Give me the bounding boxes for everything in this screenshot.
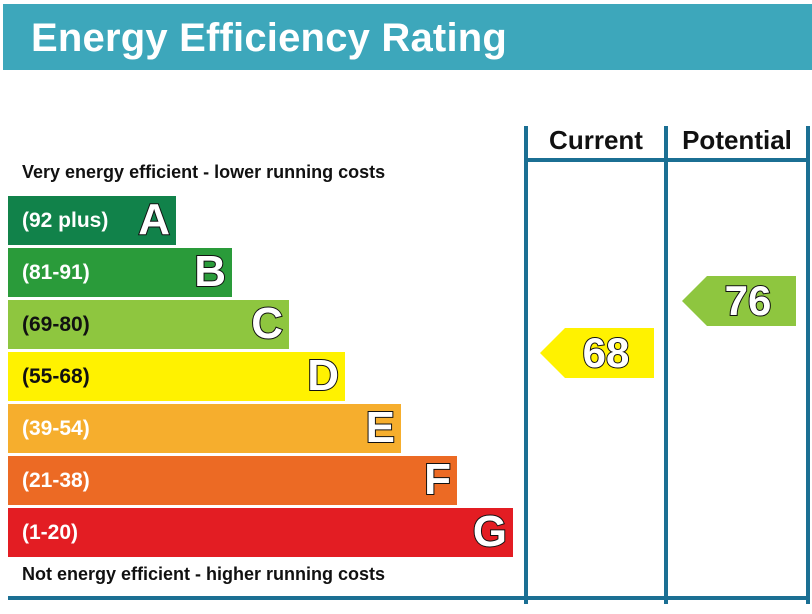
band-range-label: (21-38) — [22, 469, 90, 492]
band-e: (39-54) E — [8, 402, 401, 453]
header-rule — [524, 158, 810, 162]
band-letter: C — [250, 298, 284, 349]
band-letter: B — [193, 246, 227, 297]
band-letter: D — [306, 350, 340, 401]
band-range-label: (55-68) — [22, 365, 90, 388]
band-letter: F — [423, 454, 452, 505]
band-range-label: (69-80) — [22, 313, 90, 336]
band-letter: G — [472, 506, 508, 557]
title-bar: Energy Efficiency Rating — [3, 4, 812, 70]
band-letter: A — [137, 194, 171, 245]
pointer-arrow-shape — [540, 328, 654, 378]
rating-pointer-potential: 76 — [682, 276, 796, 326]
bottom-caption: Not energy efficient - higher running co… — [22, 564, 386, 584]
band-range-label: (81-91) — [22, 261, 90, 284]
column-header-potential: Potential — [682, 125, 792, 155]
column-header-current: Current — [549, 125, 643, 155]
band-g: (1-20) G — [8, 506, 513, 557]
divider-left — [524, 126, 528, 604]
chart-title: Energy Efficiency Rating — [31, 16, 508, 60]
rating-pointer-current: 68 — [540, 328, 654, 378]
divider-middle — [664, 126, 668, 604]
rating-value: 68 — [582, 328, 631, 377]
bottom-rule — [8, 596, 810, 600]
band-letter: E — [365, 402, 396, 453]
band-f: (21-38) F — [8, 454, 457, 505]
rating-value: 76 — [724, 276, 773, 325]
band-b: (81-91) B — [8, 246, 232, 297]
band-c: (69-80) C — [8, 298, 289, 349]
top-caption: Very energy efficient - lower running co… — [22, 162, 386, 182]
band-a: (92 plus) A — [8, 194, 176, 245]
band-range-label: (1-20) — [22, 521, 79, 544]
divider-right — [806, 126, 810, 604]
band-d: (55-68) D — [8, 350, 345, 401]
pointer-arrow-fill — [682, 276, 796, 326]
pointer-arrow-shape — [682, 276, 796, 326]
band-range-label: (92 plus) — [22, 209, 109, 232]
band-range-label: (39-54) — [22, 417, 90, 440]
pointer-arrow-fill — [540, 328, 654, 378]
